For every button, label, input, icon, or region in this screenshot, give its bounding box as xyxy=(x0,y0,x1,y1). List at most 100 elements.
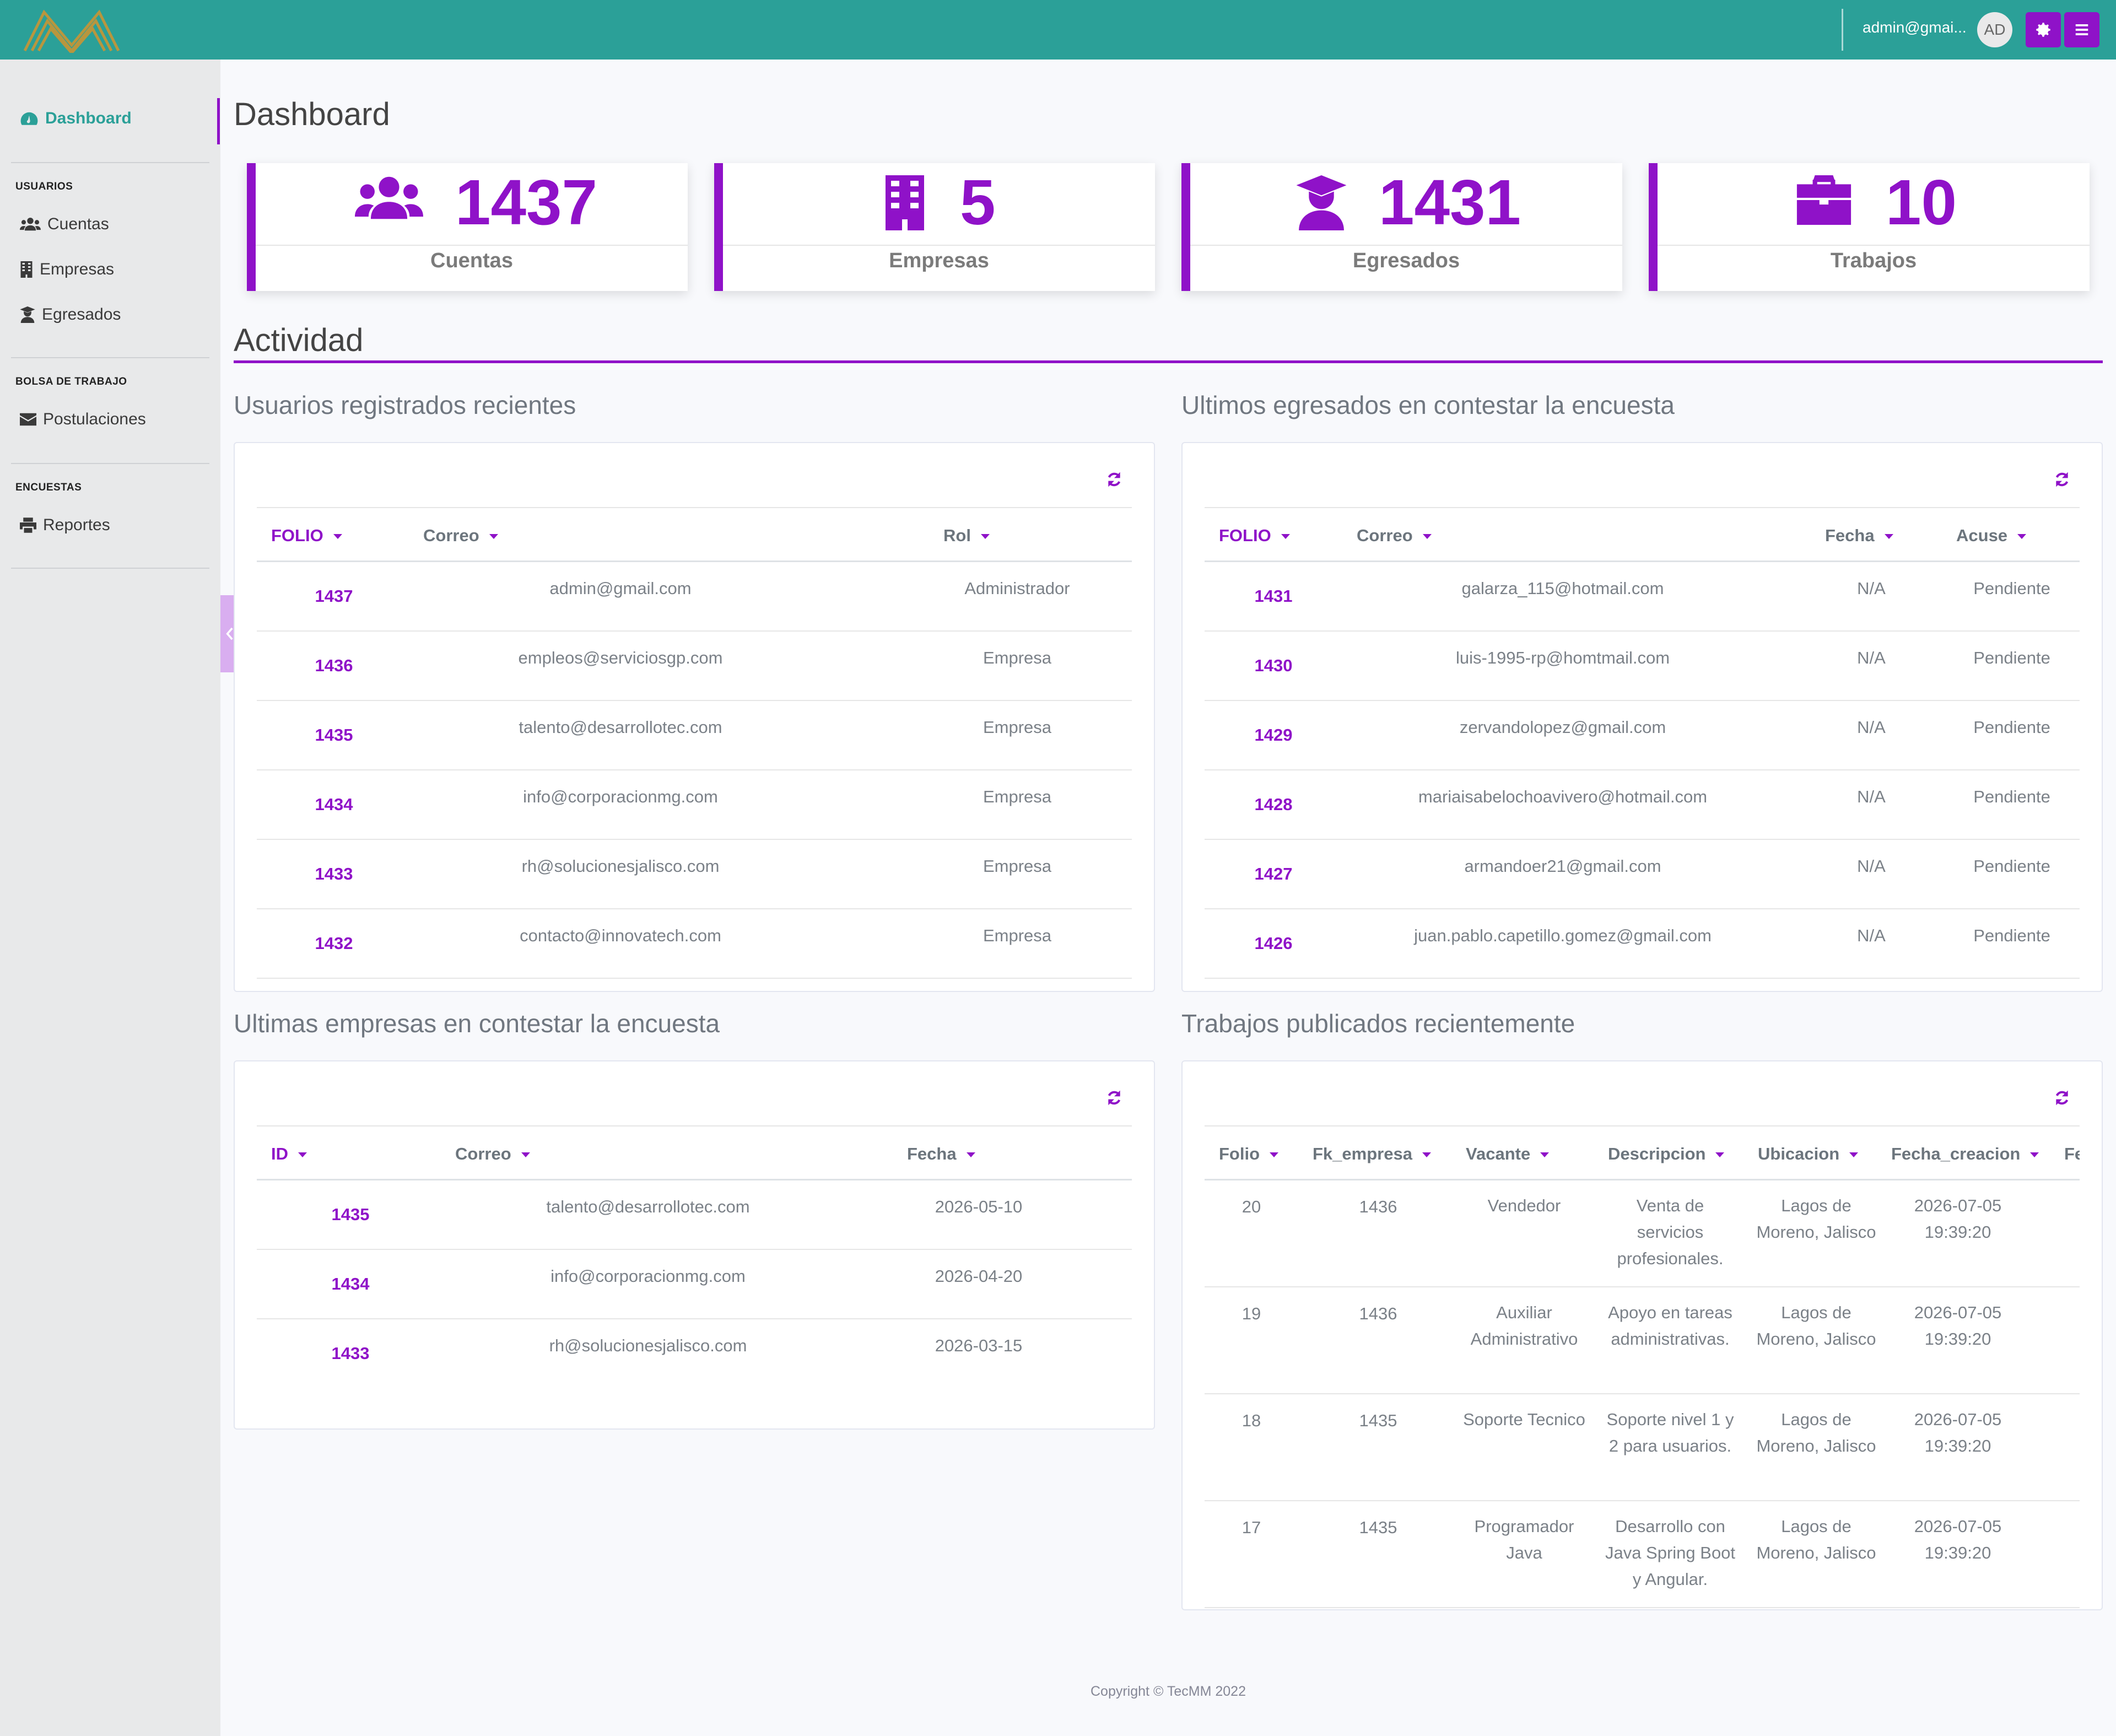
th-correo[interactable]: Correo xyxy=(455,1126,530,1182)
tecmm-logo[interactable] xyxy=(22,7,121,53)
user-email[interactable]: admin@gmai... xyxy=(1863,19,1967,36)
menu-button[interactable] xyxy=(2064,12,2099,47)
th-fk-empresa[interactable]: Fk_empresa xyxy=(1313,1126,1431,1179)
table-row[interactable]: 19 1436 Auxiliar Administrativo Apoyo en… xyxy=(1205,1287,2080,1394)
sidebar-item-label: Reportes xyxy=(43,516,110,534)
chevron-left-icon xyxy=(226,627,233,640)
cell-fk-empresa: 1435 xyxy=(1359,1518,1397,1537)
refresh-icon[interactable] xyxy=(2053,1089,2071,1107)
th-vacante[interactable]: Vacante xyxy=(1466,1126,1550,1179)
table-row[interactable]: 1436 empleos@serviciosgp.com Empresa xyxy=(257,632,1132,701)
cell-acuse: Pendiente xyxy=(1973,718,2050,737)
stat-value: 10 xyxy=(1886,166,1957,238)
sidebar-item-label: Dashboard xyxy=(45,109,132,127)
th-id[interactable]: ID xyxy=(271,1126,307,1182)
cell-correo: rh@solucionesjalisco.com xyxy=(521,856,720,876)
th-fecha-truncated[interactable]: Fe xyxy=(2064,1144,2080,1163)
cell-fecha: N/A xyxy=(1857,787,1886,806)
cell-fecha: N/A xyxy=(1857,926,1886,945)
sidebar-item-dashboard[interactable]: Dashboard xyxy=(20,109,132,128)
cell-rol: Administrador xyxy=(964,579,1070,598)
table-row[interactable]: 1435 talento@desarrollotec.com Empresa xyxy=(257,701,1132,770)
cell-vacante: Vendedor xyxy=(1487,1196,1561,1215)
table-row[interactable]: 1433 rh@solucionesjalisco.com 2026-03-15 xyxy=(257,1319,1132,1389)
egresados-panel-title: Ultimos egresados en contestar la encues… xyxy=(1181,391,1675,419)
table-row[interactable]: 1432 contacto@innovatech.com Empresa xyxy=(257,909,1132,979)
stat-card-cuentas[interactable]: 1437 Cuentas xyxy=(247,163,688,291)
th-acuse[interactable]: Acuse xyxy=(1956,508,2027,563)
cell-folio: 1432 xyxy=(315,934,353,953)
sidebar-divider xyxy=(11,463,209,464)
th-folio[interactable]: Folio xyxy=(1219,1126,1279,1179)
stat-value: 5 xyxy=(960,166,996,238)
cell-folio: 1426 xyxy=(1254,934,1293,953)
table-row[interactable]: 1431 galarza_115@hotmail.com N/A Pendien… xyxy=(1205,562,2080,632)
stat-value: 1437 xyxy=(455,166,598,238)
cell-rol: Empresa xyxy=(983,856,1052,876)
th-fecha[interactable]: Fecha xyxy=(1825,508,1893,563)
cell-correo: rh@solucionesjalisco.com xyxy=(549,1336,747,1355)
cell-acuse: Pendiente xyxy=(1973,579,2050,598)
table-row[interactable]: 1435 talento@desarrollotec.com 2026-05-1… xyxy=(257,1180,1132,1250)
cell-vacante: Auxiliar Administrativo xyxy=(1470,1303,1578,1349)
building-icon xyxy=(886,175,924,230)
stat-card-egresados[interactable]: 1431 Egresados xyxy=(1181,163,1622,291)
th-correo[interactable]: Correo xyxy=(1357,508,1432,563)
stat-card-empresas[interactable]: 5 Empresas xyxy=(714,163,1155,291)
table-row[interactable]: 1434 info@corporacionmg.com 2026-04-20 xyxy=(257,1250,1132,1319)
th-rol[interactable]: Rol xyxy=(943,508,990,563)
table-row[interactable]: 1427 armandoer21@gmail.com N/A Pendiente xyxy=(1205,840,2080,909)
th-correo[interactable]: Correo xyxy=(423,508,498,563)
stat-label: Cuentas xyxy=(430,249,513,272)
sidebar-item-reportes[interactable]: Reportes xyxy=(20,516,110,535)
hamburger-icon xyxy=(2075,24,2088,35)
refresh-icon[interactable] xyxy=(1105,471,1123,488)
graduate-icon xyxy=(20,306,35,323)
th-ubicacion[interactable]: Ubicacion xyxy=(1758,1126,1859,1179)
sidebar-item-egresados[interactable]: Egresados xyxy=(20,305,121,324)
sidebar-section-bolsa: BOLSA DE TRABAJO xyxy=(15,376,127,387)
th-descripcion[interactable]: Descripcion xyxy=(1608,1126,1725,1179)
table-row[interactable]: 1428 mariaisabelochoavivero@hotmail.com … xyxy=(1205,770,2080,840)
table-row[interactable]: 1434 info@corporacionmg.com Empresa xyxy=(257,770,1132,840)
th-folio[interactable]: FOLIO xyxy=(1219,508,1290,563)
table-row[interactable]: 1426 juan.pablo.capetillo.gomez@gmail.co… xyxy=(1205,909,2080,979)
refresh-icon[interactable] xyxy=(1105,1089,1123,1107)
sidebar-item-postulaciones[interactable]: Postulaciones xyxy=(20,410,146,429)
table-row[interactable]: 1429 zervandolopez@gmail.com N/A Pendien… xyxy=(1205,701,2080,770)
settings-button[interactable] xyxy=(2026,12,2061,47)
egresados-panel: FOLIO Correo Fecha Acuse 1431 galarza_11… xyxy=(1181,442,2103,992)
cell-rol: Empresa xyxy=(983,787,1052,806)
cell-correo: empleos@serviciosgp.com xyxy=(518,648,723,667)
sidebar-divider xyxy=(11,162,209,163)
cell-folio: 1434 xyxy=(315,795,353,814)
refresh-icon[interactable] xyxy=(2053,471,2071,488)
cell-fk-empresa: 1436 xyxy=(1359,1304,1397,1323)
gear-icon xyxy=(2036,23,2050,37)
table-row[interactable]: 17 1435 Programador Java Desarrollo con … xyxy=(1205,1501,2080,1608)
users-icon xyxy=(20,217,41,231)
cell-descripcion: Desarrollo con Java Spring Boot y Angula… xyxy=(1605,1517,1736,1589)
cell-fecha: 2026-03-15 xyxy=(935,1336,1023,1355)
stat-label: Empresas xyxy=(889,249,989,272)
avatar[interactable]: AD xyxy=(1977,12,2012,47)
cell-fk-empresa: 1436 xyxy=(1359,1197,1397,1216)
table-row[interactable]: 1430 luis-1995-rp@homtmail.com N/A Pendi… xyxy=(1205,632,2080,701)
sidebar-item-empresas[interactable]: Empresas xyxy=(20,260,114,279)
th-fecha-creacion[interactable]: Fecha_creacion xyxy=(1891,1126,2039,1179)
th-fecha[interactable]: Fecha xyxy=(907,1126,975,1182)
table-row[interactable]: 1437 admin@gmail.com Administrador xyxy=(257,562,1132,632)
cell-id: 1433 xyxy=(331,1344,370,1363)
activity-rule xyxy=(234,360,2103,363)
stat-card-trabajos[interactable]: 10 Trabajos xyxy=(1649,163,2090,291)
cell-folio: 1431 xyxy=(1254,586,1293,606)
th-folio[interactable]: FOLIO xyxy=(271,508,342,563)
table-row[interactable]: 1433 rh@solucionesjalisco.com Empresa xyxy=(257,840,1132,909)
table-row[interactable]: 20 1436 Vendedor Venta de servicios prof… xyxy=(1205,1180,2080,1287)
table-row[interactable]: 18 1435 Soporte Tecnico Soporte nivel 1 … xyxy=(1205,1394,2080,1501)
sidebar-item-cuentas[interactable]: Cuentas xyxy=(20,215,109,234)
card-divider xyxy=(1658,245,2090,246)
cell-fecha: 2026-04-20 xyxy=(935,1266,1023,1286)
topbar-divider xyxy=(1842,9,1843,51)
cell-correo: mariaisabelochoavivero@hotmail.com xyxy=(1418,787,1708,806)
